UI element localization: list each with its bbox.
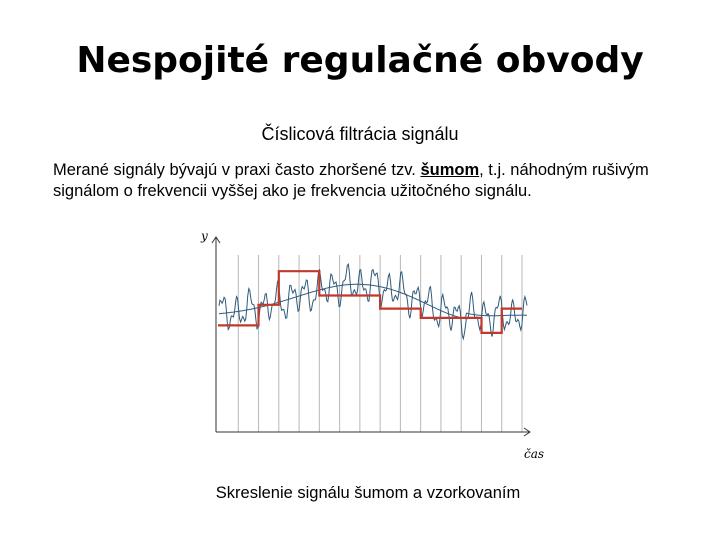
slide-title: Nespojité regulačné obvody [76, 40, 644, 81]
y-axis-arrow [211, 236, 221, 244]
slide-subtitle: Číslicová filtrácia signálu [261, 124, 459, 144]
figure-caption: Skreslenie signálu šumom a vzorkovaním [215, 484, 521, 502]
noise-term: šumom [420, 161, 480, 179]
x-axis-arrow [523, 427, 531, 437]
paragraph-text-end: , t.j. náhodným rušivým [479, 161, 649, 179]
intro-paragraph: Merané signály bývajú v praxi často zhor… [53, 160, 713, 202]
signal-figure: y čas [200, 225, 560, 470]
y-axis-label: y [200, 229, 208, 243]
paragraph-text-start: Merané signály bývajú v praxi často zhor… [53, 161, 421, 179]
signal-plot: y čas [200, 229, 544, 461]
sampling-grid [237, 255, 523, 432]
x-axis-label: čas [524, 447, 544, 461]
paragraph-line-2: signálom o frekvencii vyššej ako je frek… [53, 182, 532, 200]
sampled-signal-staircase [218, 270, 522, 334]
useful-signal-curve [218, 283, 527, 320]
